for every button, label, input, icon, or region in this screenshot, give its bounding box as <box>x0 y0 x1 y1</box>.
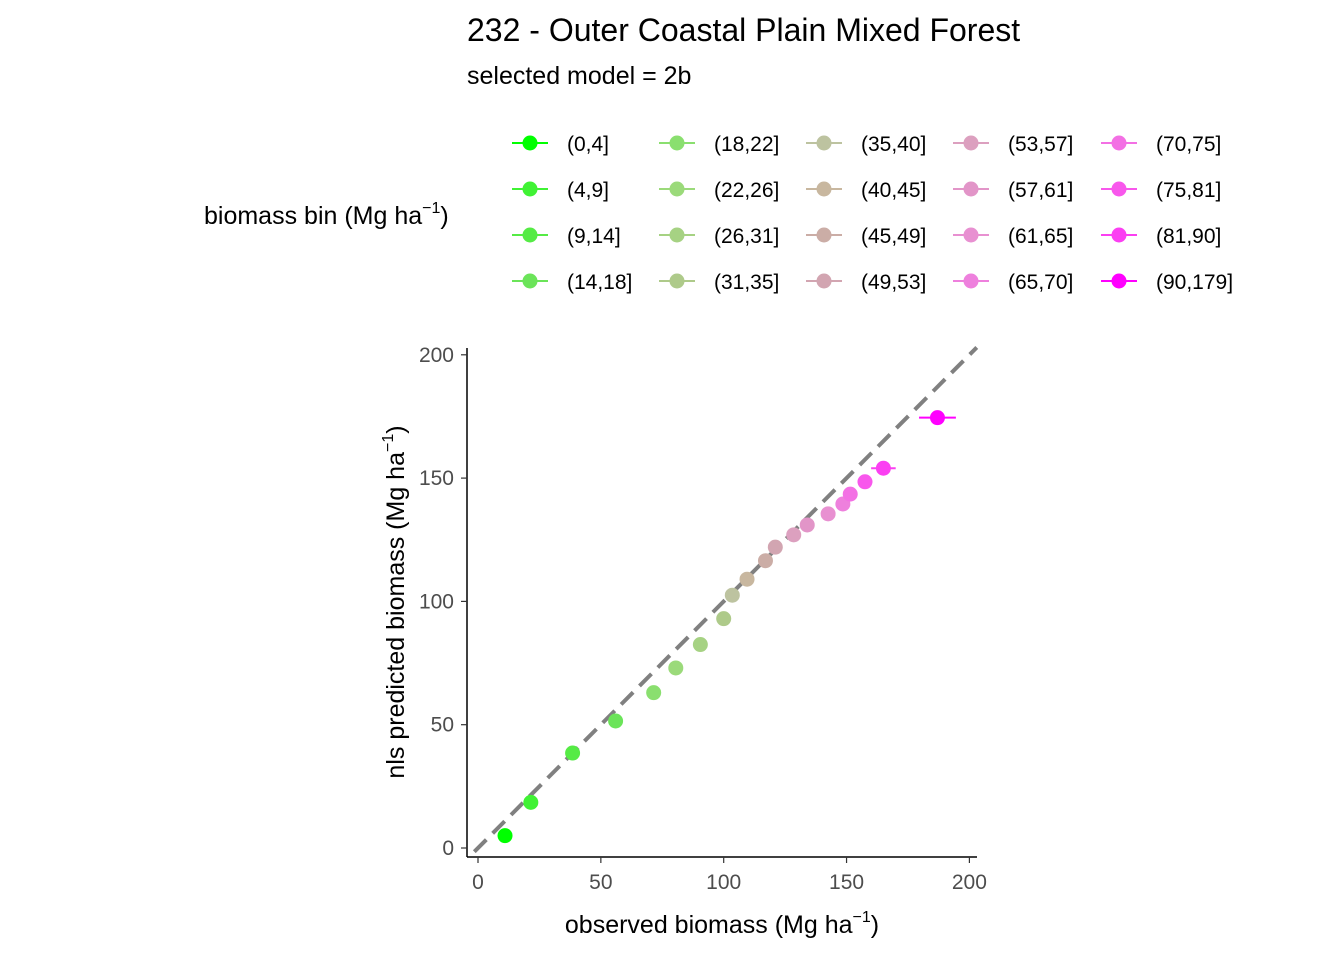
legend-key-point <box>669 135 685 151</box>
legend-key-point <box>522 135 538 151</box>
legend-title-exponent: −1 <box>422 200 440 217</box>
legend-key-point <box>816 227 832 243</box>
legend-key-point <box>963 227 979 243</box>
y-axis-title-exponent: −1 <box>380 434 397 452</box>
y-tick-label: 200 <box>419 344 454 367</box>
legend-key-point <box>1111 227 1127 243</box>
x-axis-title-text: observed biomass (Mg ha <box>565 911 853 939</box>
legend-label: (45,49] <box>861 225 926 248</box>
data-point <box>716 611 732 627</box>
legend-label: (22,26] <box>714 179 779 202</box>
legend-key-point <box>522 273 538 289</box>
legend-label: (14,18] <box>567 271 632 294</box>
y-axis-title-text: nls predicted biomass (Mg ha <box>382 452 410 779</box>
y-tick-label: 150 <box>419 467 454 490</box>
legend-key-point <box>669 273 685 289</box>
y-tick-label: 0 <box>442 837 454 860</box>
legend-key-point <box>522 181 538 197</box>
reference-line-1to1 <box>472 345 979 854</box>
legend-label: (53,57] <box>1008 133 1073 156</box>
legend-key-point <box>963 181 979 197</box>
legend-label: (70,75] <box>1156 133 1221 156</box>
data-point <box>757 553 773 569</box>
legend-label: (31,35] <box>714 271 779 294</box>
legend-key-point <box>816 273 832 289</box>
y-axis-ticks: 0 50 100 150 200 <box>419 344 467 860</box>
legend-key-point <box>669 227 685 243</box>
legend-key-point <box>1111 181 1127 197</box>
data-point <box>646 685 662 701</box>
chart-subtitle: selected model = 2b <box>467 62 691 90</box>
legend-label: (61,65] <box>1008 225 1073 248</box>
legend-key-point <box>1111 273 1127 289</box>
legend-key-point <box>522 227 538 243</box>
x-tick-label: 0 <box>472 871 484 894</box>
y-tick-label: 100 <box>419 590 454 613</box>
data-point <box>857 474 873 490</box>
legend-title: biomass bin (Mg ha−1) <box>204 200 449 230</box>
legend-label: (90,179] <box>1156 271 1233 294</box>
data-point <box>875 460 891 476</box>
legend-label: (18,22] <box>714 133 779 156</box>
x-axis-ticks: 0 50 100 150 200 <box>472 857 987 894</box>
legend-label: (4,9] <box>567 179 609 202</box>
legend-key-point <box>816 181 832 197</box>
data-point <box>497 828 513 844</box>
legend-label: (9,14] <box>567 225 621 248</box>
legend-label: (0,4] <box>567 133 609 156</box>
legend-key-point <box>963 135 979 151</box>
legend-key-point <box>816 135 832 151</box>
legend-title-text: biomass bin (Mg ha <box>204 202 422 230</box>
x-tick-label: 200 <box>952 871 987 894</box>
data-point <box>724 587 740 603</box>
x-axis-title-exponent: −1 <box>853 909 871 926</box>
x-axis-title: observed biomass (Mg ha−1) <box>565 909 879 939</box>
legend-label: (26,31] <box>714 225 779 248</box>
legend-label: (40,45] <box>861 179 926 202</box>
y-axis-title: nls predicted biomass (Mg ha−1) <box>380 425 410 778</box>
reference-line-group <box>472 345 979 854</box>
legend-label: (49,53] <box>861 271 926 294</box>
data-point <box>786 527 802 543</box>
x-tick-label: 100 <box>706 871 741 894</box>
legend-key-point <box>1111 135 1127 151</box>
data-point <box>608 713 624 729</box>
data-point <box>565 745 581 761</box>
data-point <box>820 506 836 522</box>
legend-key-point <box>963 273 979 289</box>
data-point <box>799 517 815 533</box>
x-tick-label: 50 <box>589 871 612 894</box>
data-point <box>692 637 708 653</box>
legend-label: (65,70] <box>1008 271 1073 294</box>
legend: (0,4] (4,9] (9,14] (14,18] (18,22] (22,26] (26… <box>512 133 1233 294</box>
y-tick-label: 50 <box>431 714 454 737</box>
data-point <box>523 794 539 810</box>
data-point <box>668 660 684 676</box>
data-point <box>739 571 755 587</box>
legend-label: (57,61] <box>1008 179 1073 202</box>
data-point <box>929 410 945 426</box>
legend-label: (81,90] <box>1156 225 1221 248</box>
legend-label: (75,81] <box>1156 179 1221 202</box>
legend-key-point <box>669 181 685 197</box>
data-point <box>767 539 783 555</box>
data-points <box>497 410 956 844</box>
chart-title: 232 - Outer Coastal Plain Mixed Forest <box>467 12 1020 48</box>
data-point <box>842 486 858 502</box>
x-tick-label: 150 <box>829 871 864 894</box>
legend-label: (35,40] <box>861 133 926 156</box>
